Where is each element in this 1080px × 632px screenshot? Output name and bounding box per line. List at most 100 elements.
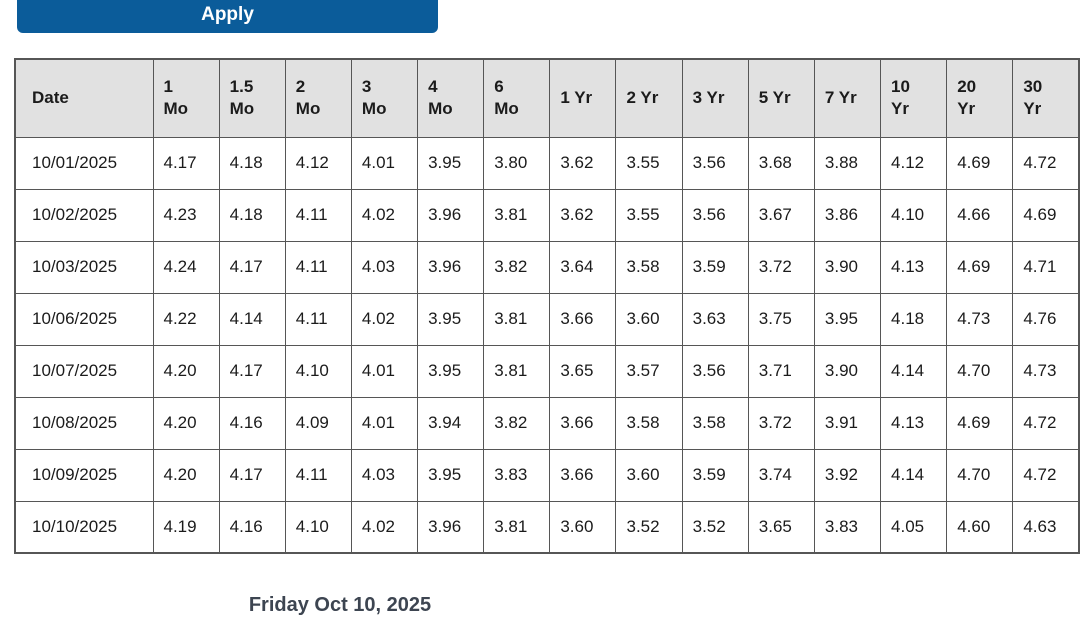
rate-cell: 3.90	[813, 344, 882, 398]
rate-cell: 3.83	[483, 448, 551, 502]
column-header: 5 Yr	[747, 58, 815, 138]
rate-cell: 3.60	[615, 448, 683, 502]
table-header-row: Date 1 Mo 1.5 Mo 2 Mo 3 Mo 4 Mo 6 Mo 1 Yr 2 Yr 3 …	[14, 58, 1080, 138]
rate-cell: 3.66	[549, 292, 617, 346]
rate-cell: 3.82	[483, 240, 551, 294]
rate-cell: 4.10	[284, 344, 352, 398]
rate-cell: 3.72	[747, 396, 815, 450]
rate-cell: 3.96	[417, 240, 485, 294]
column-header: 2 Yr	[615, 58, 683, 138]
rate-cell: 3.66	[549, 396, 617, 450]
selected-date-label: Friday Oct 10, 2025	[248, 594, 432, 616]
rate-cell: 3.95	[813, 292, 882, 346]
rate-cell: 3.67	[747, 188, 815, 242]
rate-cell: 4.63	[1012, 500, 1080, 554]
rate-cell: 4.14	[880, 344, 948, 398]
rate-cell: 3.90	[813, 240, 882, 294]
rate-cell: 3.75	[747, 292, 815, 346]
rate-cell: 3.91	[813, 396, 882, 450]
rate-cell: 3.62	[549, 188, 617, 242]
rate-cell: 3.59	[681, 240, 749, 294]
rate-cell: 4.66	[946, 188, 1014, 242]
rate-cell: 3.58	[615, 240, 683, 294]
rate-cell: 4.76	[1012, 292, 1080, 346]
rate-cell: 4.17	[152, 136, 220, 190]
rate-cell: 3.65	[747, 500, 815, 554]
column-header: 20 Yr	[946, 58, 1014, 138]
rate-cell: 3.60	[549, 500, 617, 554]
rate-cell: 4.13	[880, 396, 948, 450]
date-cell: 10/10/2025	[14, 500, 154, 554]
rate-cell: 3.55	[615, 136, 683, 190]
yield-curve-table: Date 1 Mo 1.5 Mo 2 Mo 3 Mo 4 Mo 6 Mo 1 Yr 2 Yr 3 …	[14, 58, 1080, 554]
column-header: 10 Yr	[880, 58, 948, 138]
rate-cell: 4.60	[946, 500, 1014, 554]
column-header: 2 Mo	[284, 58, 352, 138]
rate-cell: 4.19	[152, 500, 220, 554]
rate-cell: 3.92	[813, 448, 882, 502]
rate-cell: 3.55	[615, 188, 683, 242]
yield-table-container: Date 1 Mo 1.5 Mo 2 Mo 3 Mo 4 Mo 6 Mo 1 Yr 2 Yr 3 …	[14, 58, 1080, 554]
rate-cell: 4.20	[152, 448, 220, 502]
rate-cell: 3.94	[417, 396, 485, 450]
table-row: 10/07/2025 4.20 4.17 4.10 4.01 3.95 3.81 3.65 3.…	[14, 344, 1080, 398]
rate-cell: 4.24	[152, 240, 220, 294]
rate-cell: 4.17	[218, 240, 286, 294]
rate-cell: 4.69	[946, 136, 1014, 190]
rate-cell: 4.18	[218, 188, 286, 242]
rate-cell: 4.10	[284, 500, 352, 554]
date-cell: 10/09/2025	[14, 448, 154, 502]
rate-cell: 4.72	[1012, 396, 1080, 450]
date-cell: 10/01/2025	[14, 136, 154, 190]
rate-cell: 4.20	[152, 396, 220, 450]
rate-cell: 4.72	[1012, 136, 1080, 190]
rate-cell: 4.11	[284, 292, 352, 346]
rate-cell: 4.17	[218, 448, 286, 502]
rate-cell: 4.18	[880, 292, 948, 346]
rate-cell: 3.81	[483, 344, 551, 398]
rate-cell: 4.11	[284, 448, 352, 502]
rate-cell: 3.64	[549, 240, 617, 294]
rate-cell: 4.69	[1012, 188, 1080, 242]
date-cell: 10/07/2025	[14, 344, 154, 398]
column-header: 3 Mo	[350, 58, 419, 138]
rate-cell: 3.95	[417, 344, 485, 398]
table-row: 10/02/2025 4.23 4.18 4.11 4.02 3.96 3.81 3.62 3.…	[14, 188, 1080, 242]
rate-cell: 3.81	[483, 292, 551, 346]
rate-cell: 4.73	[946, 292, 1014, 346]
rate-cell: 4.18	[218, 136, 286, 190]
rate-cell: 4.14	[218, 292, 286, 346]
rate-cell: 4.70	[946, 448, 1014, 502]
rate-cell: 3.56	[681, 188, 749, 242]
rate-cell: 4.10	[880, 188, 948, 242]
rate-cell: 4.69	[946, 240, 1014, 294]
rate-cell: 4.12	[284, 136, 352, 190]
rate-cell: 3.58	[681, 396, 749, 450]
rate-cell: 3.96	[417, 188, 485, 242]
rate-cell: 4.05	[880, 500, 948, 554]
rate-cell: 3.62	[549, 136, 617, 190]
rate-cell: 4.01	[350, 396, 419, 450]
rate-cell: 4.71	[1012, 240, 1080, 294]
rate-cell: 3.63	[681, 292, 749, 346]
rate-cell: 4.17	[218, 344, 286, 398]
rate-cell: 3.66	[549, 448, 617, 502]
rate-cell: 4.03	[350, 448, 419, 502]
rate-cell: 4.01	[350, 344, 419, 398]
column-header: 6 Mo	[483, 58, 551, 138]
rate-cell: 3.80	[483, 136, 551, 190]
rate-cell: 3.60	[615, 292, 683, 346]
column-header-date: Date	[14, 58, 154, 138]
rate-cell: 3.86	[813, 188, 882, 242]
table-row: 10/03/2025 4.24 4.17 4.11 4.03 3.96 3.82 3.64 3.…	[14, 240, 1080, 294]
rate-cell: 3.95	[417, 136, 485, 190]
date-cell: 10/03/2025	[14, 240, 154, 294]
rate-cell: 3.72	[747, 240, 815, 294]
rate-cell: 3.74	[747, 448, 815, 502]
column-header: 3 Yr	[681, 58, 749, 138]
date-cell: 10/02/2025	[14, 188, 154, 242]
date-cell: 10/08/2025	[14, 396, 154, 450]
apply-button[interactable]: Apply	[17, 0, 438, 33]
rate-cell: 4.01	[350, 136, 419, 190]
